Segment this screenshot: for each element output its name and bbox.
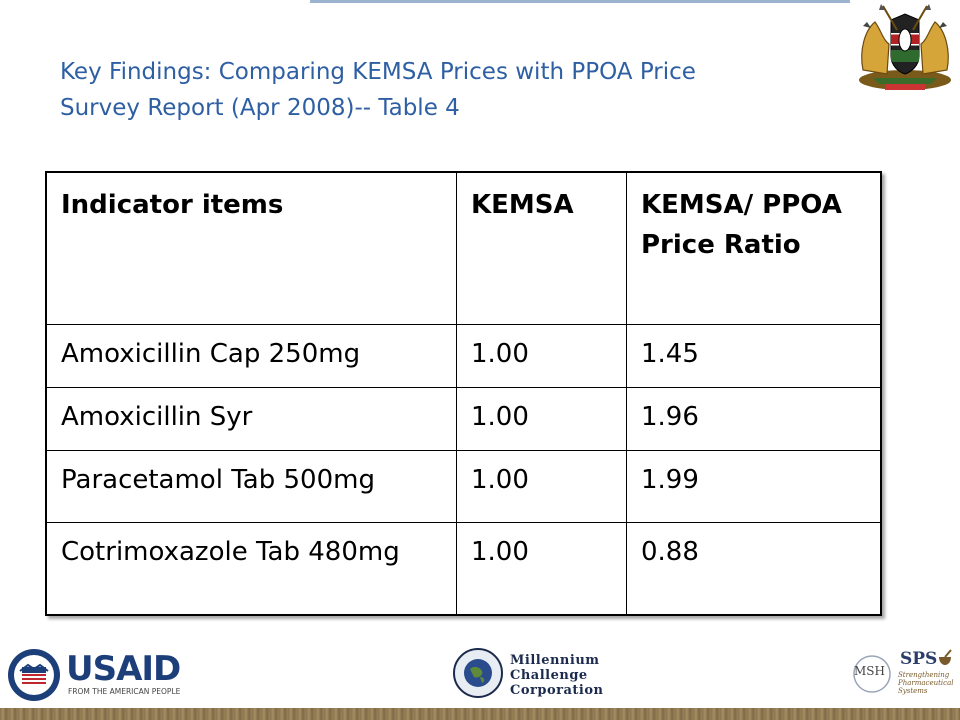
mcc-wordmark: Millennium Challenge Corporation: [510, 653, 603, 698]
top-accent-bar: [310, 0, 850, 3]
sps-subtitle-line-1: Strengthening: [898, 671, 950, 679]
sps-subtitle-line-2: Pharmaceutical: [898, 679, 954, 687]
header-indicator-items: Indicator items: [45, 171, 457, 325]
row-kemsa-value: 1.00: [456, 324, 627, 388]
row-ratio-value: 0.88: [626, 522, 882, 615]
usaid-wordmark: USAID: [66, 649, 181, 689]
row-item: Paracetamol Tab 500mg: [45, 450, 457, 523]
mortar-pestle-icon: [939, 649, 952, 665]
slide-title: Key Findings: Comparing KEMSA Prices wit…: [60, 54, 860, 126]
row-ratio-value: 1.99: [626, 450, 882, 523]
usaid-seal-icon: [8, 649, 60, 701]
mcc-line-3: Corporation: [510, 683, 604, 698]
sps-wordmark: SPS: [900, 649, 938, 669]
row-ratio-value: 1.45: [626, 324, 882, 388]
row-item: Amoxicillin Syr: [45, 387, 457, 451]
usaid-tagline: FROM THE AMERICAN PEOPLE: [68, 687, 181, 696]
slide-title-line-1: Key Findings: Comparing KEMSA Prices wit…: [60, 59, 696, 85]
usaid-logo: USAID FROM THE AMERICAN PEOPLE: [6, 647, 186, 703]
sps-subtitle: Strengthening Pharmaceutical Systems: [898, 671, 954, 695]
header-kemsa: KEMSA: [456, 171, 627, 325]
mcc-globe-seal-icon: [453, 648, 503, 698]
header-price-ratio: KEMSA/ PPOA Price Ratio: [626, 171, 882, 325]
row-item: Cotrimoxazole Tab 480mg: [45, 522, 457, 615]
table-row: Paracetamol Tab 500mg 1.00 1.99: [45, 450, 882, 523]
msh-logo: MSH: [852, 652, 892, 696]
row-item: Amoxicillin Cap 250mg: [45, 324, 457, 388]
table-row: Cotrimoxazole Tab 480mg 1.00 0.88: [45, 522, 882, 615]
row-ratio-value: 1.96: [626, 387, 882, 451]
footer-decorative-strip: [0, 708, 960, 720]
msh-ring-icon: [853, 655, 891, 693]
sps-logo: SPS Strengthening Pharmaceutical Systems: [896, 647, 954, 705]
price-comparison-table: Indicator items KEMSA KEMSA/ PPOA Price …: [45, 171, 882, 616]
sps-subtitle-line-3: Systems: [898, 687, 928, 695]
kenya-coat-of-arms-logo: [853, 0, 957, 92]
msh-wordmark: MSH: [854, 664, 885, 678]
mcc-logo: Millennium Challenge Corporation: [452, 647, 612, 703]
row-kemsa-value: 1.00: [456, 522, 627, 615]
table-header-row: Indicator items KEMSA KEMSA/ PPOA Price …: [45, 171, 882, 325]
row-kemsa-value: 1.00: [456, 387, 627, 451]
table-row: Amoxicillin Cap 250mg 1.00 1.45: [45, 324, 882, 388]
mcc-line-1: Millennium: [510, 653, 600, 668]
row-kemsa-value: 1.00: [456, 450, 627, 523]
mcc-line-2: Challenge: [510, 668, 588, 683]
slide-title-line-2: Survey Report (Apr 2008)-- Table 4: [60, 95, 460, 121]
table-row: Amoxicillin Syr 1.00 1.96: [45, 387, 882, 451]
